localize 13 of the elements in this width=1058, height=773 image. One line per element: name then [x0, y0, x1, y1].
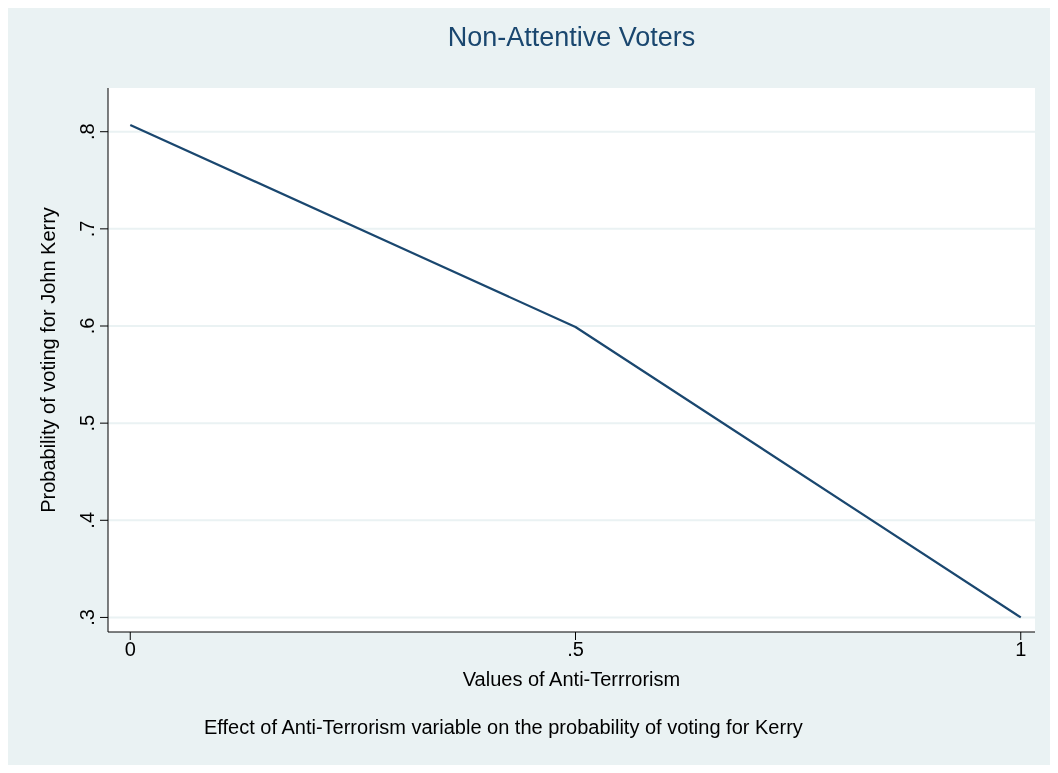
x-tick-label: 1: [1015, 638, 1027, 661]
y-tick-label: .7: [76, 220, 98, 238]
x-tick-label: .5: [567, 638, 584, 661]
y-tick-label: .5: [76, 414, 98, 432]
y-axis-title: Probability of voting for John Kerry: [37, 207, 60, 513]
y-tick-label: .3: [76, 609, 98, 626]
y-tick-label: .4: [76, 511, 98, 529]
x-axis-title: Values of Anti-Terrrorism: [462, 668, 681, 690]
text: Effect of Anti-Terrorism variable on the probability of voting for Kerry: [204, 716, 803, 739]
x-tick-label: 0: [124, 638, 136, 661]
y-tick-label: .6: [76, 317, 98, 335]
y-tick-label: .8: [76, 123, 98, 141]
chart-title: Non-Attentive Voters: [446, 22, 697, 53]
